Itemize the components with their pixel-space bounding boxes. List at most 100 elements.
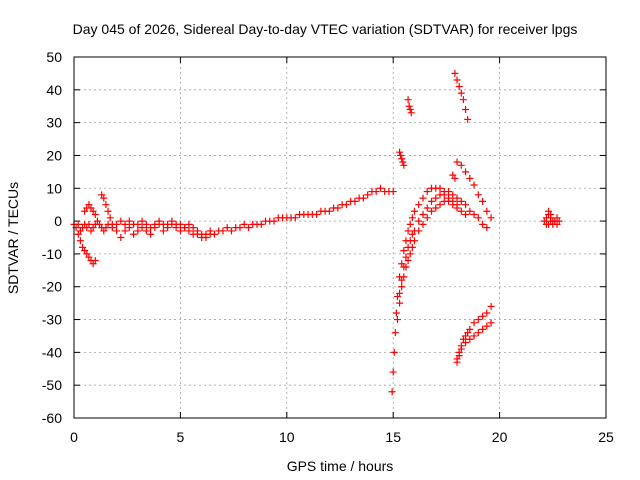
data-point [428, 197, 436, 205]
data-point [176, 227, 184, 235]
data-point [407, 109, 415, 117]
data-point [396, 299, 404, 307]
data-point [432, 204, 440, 212]
data-point [359, 194, 367, 202]
data-point [134, 227, 142, 235]
data-point [364, 191, 372, 199]
data-point [125, 224, 133, 232]
data-point [151, 224, 159, 232]
data-point [400, 247, 408, 255]
data-point [390, 348, 398, 356]
data-point [389, 188, 397, 196]
data-point [479, 312, 487, 320]
data-point [449, 197, 457, 205]
data-point [342, 201, 350, 209]
data-point [453, 158, 461, 166]
series-SDTVAR-upper-spikes [396, 69, 495, 222]
data-point [432, 194, 440, 202]
data-point [406, 237, 414, 245]
data-point [168, 220, 176, 228]
data-point [404, 243, 412, 251]
y-tick-label: 40 [46, 82, 62, 98]
data-point [402, 253, 410, 261]
data-point [466, 325, 474, 333]
data-point [436, 184, 444, 192]
series-SDTVAR [70, 184, 397, 241]
data-point [487, 319, 495, 327]
data-point [474, 191, 482, 199]
data-point [400, 161, 408, 169]
data-point [462, 211, 470, 219]
data-point [464, 115, 472, 123]
data-point [270, 217, 278, 225]
data-point [189, 224, 197, 232]
data-point [193, 227, 201, 235]
data-point [470, 211, 478, 219]
data-point [102, 201, 110, 209]
data-point [142, 227, 150, 235]
data-point [487, 302, 495, 310]
data-point [313, 211, 321, 219]
data-point [176, 220, 184, 228]
data-point [457, 207, 465, 215]
y-tick-label: 50 [46, 49, 62, 65]
data-point [147, 230, 155, 238]
x-tick-label: 0 [70, 429, 78, 445]
data-point [479, 220, 487, 228]
data-point [227, 227, 235, 235]
data-point [185, 220, 193, 228]
plot-frame [73, 56, 607, 419]
data-point [398, 283, 406, 291]
data-point [91, 211, 99, 219]
data-point [155, 220, 163, 228]
data-point [113, 227, 121, 235]
data-point [470, 181, 478, 189]
data-point [453, 76, 461, 84]
data-point [479, 325, 487, 333]
data-point [553, 220, 561, 228]
data-point [423, 204, 431, 212]
y-tick-label: 20 [46, 147, 62, 163]
data-point [223, 224, 231, 232]
data-point [406, 106, 414, 114]
series-SDTVAR-late-cluster [540, 207, 563, 228]
data-point [459, 96, 467, 104]
data-point [130, 230, 138, 238]
data-point [291, 214, 299, 222]
data-point [108, 220, 116, 228]
data-point [419, 220, 427, 228]
y-tick-label: -20 [42, 279, 62, 295]
data-point [457, 345, 465, 353]
data-point [397, 151, 405, 159]
data-point [419, 194, 427, 202]
series-SDTVAR-lower-arcs [453, 302, 495, 366]
data-point [198, 230, 206, 238]
data-point [470, 319, 478, 327]
data-point [483, 207, 491, 215]
data-point [372, 188, 380, 196]
y-tick-label: 0 [54, 213, 62, 229]
data-point [391, 329, 399, 337]
data-point [415, 217, 423, 225]
y-tick-label: 10 [46, 180, 62, 196]
data-point [474, 329, 482, 337]
data-point [462, 339, 470, 347]
data-point [408, 214, 416, 222]
data-point [470, 332, 478, 340]
data-point [404, 227, 412, 235]
data-point [106, 214, 114, 222]
data-point [419, 211, 427, 219]
data-point [172, 224, 180, 232]
data-point [466, 207, 474, 215]
data-point [445, 194, 453, 202]
data-point [240, 220, 248, 228]
data-point [483, 224, 491, 232]
data-point [376, 184, 384, 192]
data-point [125, 217, 133, 225]
data-point [351, 197, 359, 205]
data-point [219, 227, 227, 235]
data-point [453, 201, 461, 209]
data-point [91, 256, 99, 264]
data-point [405, 102, 413, 110]
